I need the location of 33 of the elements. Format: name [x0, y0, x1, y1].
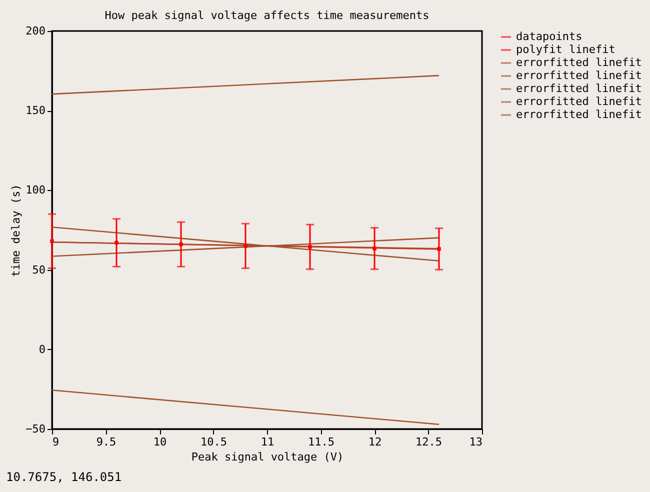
- y-tick-label: 0: [38, 342, 46, 356]
- point: [179, 242, 183, 246]
- point: [372, 246, 376, 250]
- x-tick-label: 12: [368, 436, 382, 448]
- legend-label: errorfitted linefit: [516, 56, 642, 69]
- x-tick-label: 11.5: [308, 436, 334, 448]
- legend-label: errorfitted linefit: [516, 69, 642, 82]
- point: [50, 239, 54, 244]
- text: 10.7675, 146.051: [6, 470, 122, 484]
- x-tick-label: 10.5: [200, 436, 227, 448]
- point: [244, 244, 248, 248]
- x-tick-label: 11: [260, 436, 274, 448]
- point: [437, 247, 441, 251]
- y-tick-label: −50: [26, 422, 46, 436]
- y-tick-label: 100: [26, 184, 46, 197]
- x-tick-label: 9.5: [96, 436, 116, 448]
- point: [308, 245, 312, 249]
- x-tick-label: 10: [153, 436, 167, 448]
- point: [114, 240, 118, 245]
- x-tick-label: 9: [52, 436, 60, 448]
- y-axis-title: time delay (s): [10, 184, 23, 277]
- y-tick-label: 150: [26, 104, 46, 118]
- x-axis-title: Peak signal voltage (V): [191, 450, 344, 464]
- legend-label: errorfitted linefit: [516, 95, 642, 108]
- y-tick-label: 200: [26, 24, 46, 38]
- x-tick-label: 12.5: [416, 436, 442, 448]
- x-tick-label: 13: [469, 436, 482, 448]
- legend-label: errorfitted linefit: [516, 82, 642, 95]
- legend-label: datapoints: [516, 30, 582, 43]
- legend-label: polyfit linefit: [516, 43, 616, 56]
- legend-label: errorfitted linefit: [516, 108, 642, 121]
- chart-title: How peak signal voltage affects time measurements: [104, 9, 430, 22]
- y-tick-label: 50: [32, 263, 46, 276]
